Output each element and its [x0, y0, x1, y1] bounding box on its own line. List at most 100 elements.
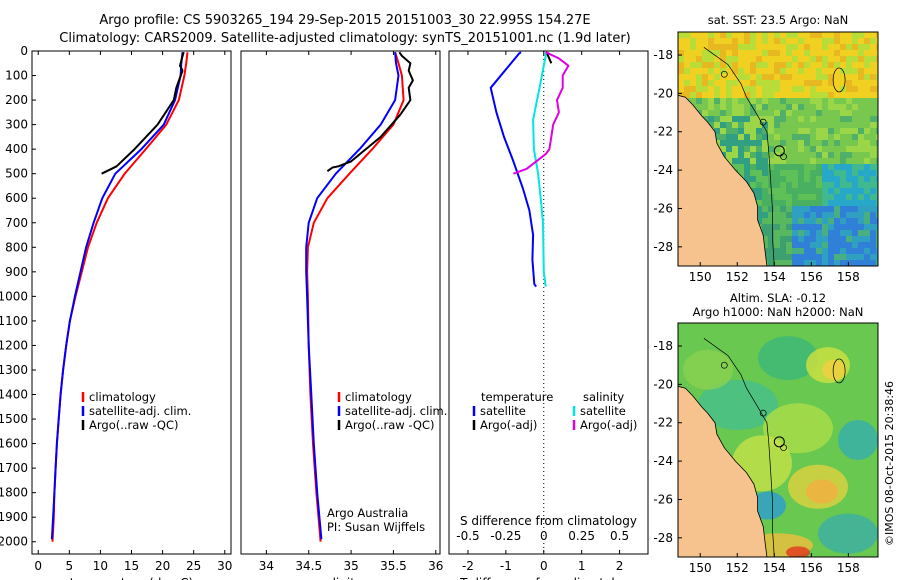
sst-cell	[768, 224, 774, 230]
sst-cell	[774, 122, 780, 128]
sst-cell	[828, 182, 834, 188]
sst-cell	[876, 212, 878, 218]
plot-frame	[31, 50, 232, 555]
sst-cell	[816, 50, 822, 56]
sst-cell	[870, 158, 876, 164]
sst-cell	[864, 38, 870, 44]
sst-cell	[834, 134, 840, 140]
sst-cell	[762, 218, 768, 224]
sla-blob-11	[750, 491, 786, 520]
sst-cell	[876, 104, 878, 110]
sst-cell	[870, 176, 876, 182]
sst-cell	[846, 242, 852, 248]
sst-cell	[840, 56, 846, 62]
sst-cell	[738, 152, 744, 158]
sst-cell	[732, 50, 738, 56]
sst-cell	[726, 98, 732, 104]
sst-cell	[762, 230, 768, 236]
sst-cell	[756, 188, 762, 194]
sst-cell	[864, 236, 870, 242]
sst-cell	[810, 122, 816, 128]
sst-cell	[858, 176, 864, 182]
sst-cell	[816, 206, 822, 212]
sst-cell	[756, 44, 762, 50]
sst-cell	[774, 254, 780, 260]
sst-cell	[804, 164, 810, 170]
sst-cell	[828, 212, 834, 218]
sst-cell	[810, 242, 816, 248]
sst-cell	[804, 38, 810, 44]
sst-cell	[828, 116, 834, 122]
sst-cell	[810, 260, 816, 266]
sst-cell	[792, 110, 798, 116]
sst-cell	[834, 98, 840, 104]
sst-cell	[846, 176, 852, 182]
sst-cell	[678, 80, 684, 86]
sst-cell	[846, 104, 852, 110]
sst-cell	[774, 86, 780, 92]
sst-cell	[822, 92, 828, 98]
sst-cell	[822, 128, 828, 134]
sst-cell	[726, 134, 732, 140]
sst-cell	[804, 32, 810, 38]
sst-cell	[864, 188, 870, 194]
sst-cell	[852, 188, 858, 194]
y-tick-label: 1800	[0, 486, 28, 500]
sst-cell	[726, 140, 732, 146]
sst-cell	[714, 56, 720, 62]
sst-cell	[690, 44, 696, 50]
sst-cell	[804, 224, 810, 230]
sst-cell	[840, 110, 846, 116]
sst-cell	[774, 116, 780, 122]
sst-cell	[798, 122, 804, 128]
sst-cell	[768, 38, 774, 44]
sst-cell	[858, 98, 864, 104]
sst-cell	[774, 50, 780, 56]
sst-cell	[768, 254, 774, 260]
y-tick-label: 400	[5, 142, 28, 156]
sst-cell	[804, 134, 810, 140]
sst-cell	[846, 248, 852, 254]
sst-cell	[870, 104, 876, 110]
sst-cell	[834, 254, 840, 260]
sst-cell	[834, 164, 840, 170]
sst-cell	[786, 212, 792, 218]
sst-cell	[714, 92, 720, 98]
sst-cell	[798, 170, 804, 176]
sst-cell	[816, 38, 822, 44]
sst-cell	[684, 50, 690, 56]
sst-cell	[864, 32, 870, 38]
sst-cell	[768, 98, 774, 104]
sst-cell	[756, 110, 762, 116]
sst-cell	[846, 260, 852, 266]
sst-cell	[792, 230, 798, 236]
sst-cell	[780, 134, 786, 140]
map-y-tick-label: -18	[653, 48, 673, 62]
sst-cell	[732, 116, 738, 122]
sst-cell	[780, 188, 786, 194]
sst-cell	[864, 44, 870, 50]
sst-cell	[822, 194, 828, 200]
sst-cell	[768, 230, 774, 236]
sst-cell	[852, 68, 858, 74]
sst-cell	[858, 62, 864, 68]
sst-cell	[858, 254, 864, 260]
sst-cell	[768, 206, 774, 212]
sst-cell	[702, 32, 708, 38]
sst-cell	[846, 128, 852, 134]
map-y-tick-label: -28	[653, 531, 673, 545]
sst-cell	[762, 242, 768, 248]
sst-cell	[792, 242, 798, 248]
sst-cell	[834, 236, 840, 242]
sst-cell	[846, 80, 852, 86]
sst-cell	[678, 68, 684, 74]
sst-cell	[840, 218, 846, 224]
sst-cell	[876, 116, 878, 122]
sst-cell	[810, 146, 816, 152]
sst-cell	[708, 56, 714, 62]
sst-cell	[786, 230, 792, 236]
sst-cell	[762, 44, 768, 50]
map-x-tick-label: 158	[837, 561, 860, 575]
sst-cell	[786, 152, 792, 158]
sst-cell	[762, 80, 768, 86]
